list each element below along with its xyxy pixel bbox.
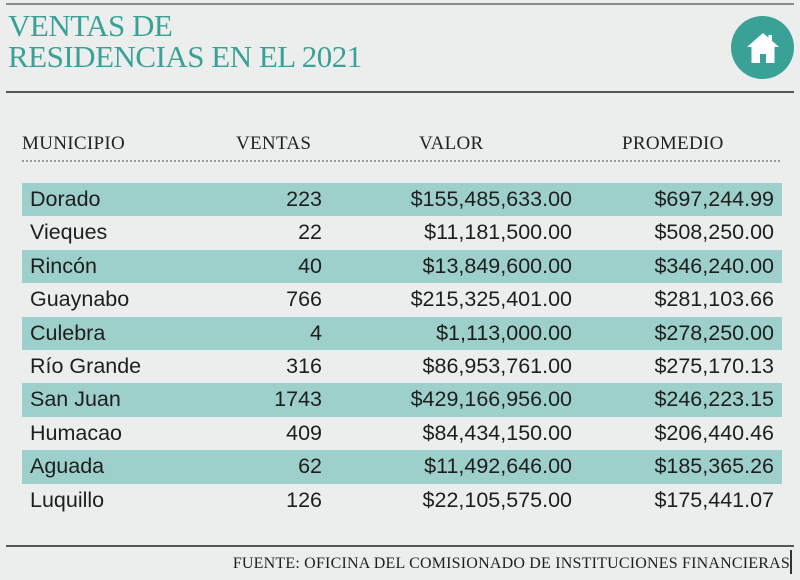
cell-municipio: Guaynabo — [30, 287, 130, 312]
cell-promedio: $278,250.00 — [654, 320, 774, 345]
cell-municipio: Aguada — [30, 454, 105, 479]
cell-promedio: $275,170.13 — [654, 353, 774, 378]
title-line-1: VENTAS DE — [8, 8, 173, 43]
home-badge — [731, 16, 794, 79]
cell-valor: $84,434,150.00 — [422, 420, 572, 445]
cell-ventas: 40 — [298, 253, 322, 278]
cell-ventas: 409 — [286, 420, 322, 445]
table-row: Guaynabo 766 $215,325,401.00 $281,103.66 — [22, 283, 782, 316]
cell-municipio: Luquillo — [30, 487, 105, 512]
cell-ventas: 22 — [298, 220, 322, 245]
column-header-ventas: VENTAS — [236, 133, 312, 154]
cell-promedio: $281,103.66 — [654, 287, 774, 312]
cell-ventas: 126 — [286, 487, 322, 512]
table-header: MUNICIPIO VENTAS VALOR PROMEDIO — [22, 133, 780, 159]
cell-municipio: Río Grande — [30, 353, 142, 378]
cell-valor: $11,492,646.00 — [424, 454, 572, 479]
column-header-promedio: PROMEDIO — [622, 133, 724, 154]
cell-promedio: $206,440.46 — [654, 420, 774, 445]
top-rule — [6, 3, 794, 5]
page-title: VENTAS DE RESIDENCIAS EN EL 2021 — [8, 10, 362, 72]
cell-municipio: Rincón — [30, 253, 97, 278]
column-header-valor: VALOR — [419, 133, 484, 154]
cell-promedio: $508,250.00 — [654, 220, 774, 245]
cell-municipio: Humacao — [30, 420, 123, 445]
cell-ventas: 316 — [286, 353, 322, 378]
table-row: Dorado 223 $155,485,633.00 $697,244.99 — [22, 183, 782, 217]
cell-valor: $86,953,761.00 — [422, 353, 572, 378]
table-row: Vieques 22 $11,181,500.00 $508,250.00 — [22, 216, 782, 249]
source-bar — [790, 550, 792, 574]
table-row: Rincón 40 $13,849,600.00 $346,240.00 — [22, 249, 782, 284]
cell-municipio: Vieques — [30, 220, 108, 245]
cell-promedio: $346,240.00 — [654, 253, 774, 278]
title-line-2: RESIDENCIAS EN EL 2021 — [8, 39, 362, 74]
cell-promedio: $697,244.99 — [654, 187, 774, 211]
cell-municipio: Culebra — [30, 320, 106, 345]
table-row: San Juan 1743 $429,166,956.00 $246,223.15 — [22, 383, 782, 417]
cell-promedio: $175,441.07 — [654, 487, 774, 512]
cell-valor: $1,113,000.00 — [436, 320, 572, 345]
cell-ventas: 62 — [298, 454, 322, 479]
table-row: Aguada 62 $11,492,646.00 $185,365.26 — [22, 450, 782, 484]
cell-ventas: 1743 — [274, 387, 322, 412]
header-dotted-divider — [22, 160, 780, 162]
cell-ventas: 223 — [286, 187, 322, 211]
cell-valor: $13,849,600.00 — [422, 253, 572, 278]
table-row: Luquillo 126 $22,105,575.00 $175,441.07 — [22, 484, 782, 517]
cell-municipio: Dorado — [30, 187, 101, 211]
cell-valor: $215,325,401.00 — [410, 287, 572, 312]
cell-municipio: San Juan — [30, 387, 121, 412]
home-icon — [746, 32, 779, 63]
table-row: Humacao 409 $84,434,150.00 $206,440.46 — [22, 417, 782, 450]
table-body: Dorado 223 $155,485,633.00 $697,244.99 Viequ… — [22, 183, 782, 517]
cell-valor: $22,105,575.00 — [422, 487, 572, 512]
column-header-municipio: MUNICIPIO — [22, 133, 125, 154]
table-row: Río Grande 316 $86,953,761.00 $275,170.13 — [22, 350, 782, 383]
cell-promedio: $185,365.26 — [654, 454, 774, 479]
header-divider — [6, 91, 794, 93]
cell-ventas: 766 — [286, 287, 322, 312]
table-row: Culebra 4 $1,113,000.00 $278,250.00 — [22, 316, 782, 350]
cell-valor: $11,181,500.00 — [424, 220, 572, 245]
cell-valor: $429,166,956.00 — [410, 387, 572, 412]
cell-ventas: 4 — [310, 320, 322, 345]
source-note: FUENTE: OFICINA DEL COMISIONADO DE INSTI… — [232, 555, 790, 572]
cell-promedio: $246,223.15 — [654, 387, 774, 412]
cell-valor: $155,485,633.00 — [410, 187, 572, 211]
footer-divider — [6, 545, 794, 547]
